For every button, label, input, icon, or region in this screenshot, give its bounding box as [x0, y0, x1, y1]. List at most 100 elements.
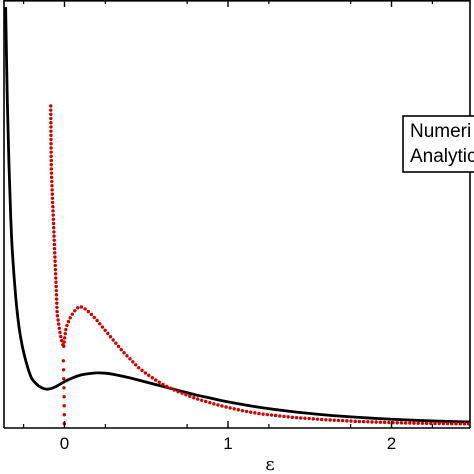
analytic-dot — [98, 322, 102, 326]
legend-entry-1: Analytic — [410, 146, 474, 167]
analytic-dot — [353, 419, 357, 424]
analytic-dot — [168, 386, 173, 390]
analytic-dot — [249, 410, 253, 414]
analytic-dot — [180, 391, 184, 395]
analytic-dot — [441, 421, 446, 426]
analytic-dot — [200, 398, 204, 402]
analytic-dot — [172, 388, 176, 392]
analytic-dot — [53, 272, 58, 276]
analytic-dot — [95, 318, 99, 323]
analytic-dot — [399, 421, 404, 425]
analytic-dot — [303, 416, 307, 420]
analytic-dot — [212, 402, 216, 406]
analytic-dot — [76, 306, 80, 310]
analytic-dot — [86, 309, 91, 314]
analytic-dot — [103, 328, 107, 332]
analytic-dot — [49, 158, 53, 163]
analytic-dot — [315, 417, 320, 421]
analytic-dot — [232, 407, 236, 411]
analytic-dot — [62, 395, 66, 399]
analytic-dot — [70, 312, 75, 316]
analytic-dot — [66, 319, 71, 324]
analytic-dot — [116, 344, 121, 349]
analytic-dot — [49, 171, 54, 175]
analytic-dot — [349, 419, 353, 423]
analytic-dot — [49, 146, 53, 150]
analytic-dot — [253, 411, 257, 415]
analytic-dot — [50, 184, 54, 188]
analytic-dot — [412, 421, 416, 425]
analytic-dot — [54, 293, 59, 297]
analytic-dot — [204, 399, 208, 404]
analytic-dot — [92, 315, 96, 320]
analytic-dot — [131, 360, 135, 364]
analytic-dot — [52, 225, 56, 230]
analytic-dot — [53, 259, 57, 263]
analytic-dot — [176, 389, 180, 394]
analytic-dot — [51, 217, 56, 221]
analytic-dot — [51, 205, 55, 209]
analytic-dot — [50, 188, 54, 192]
analytic-dot — [450, 422, 454, 426]
analytic-dot — [161, 382, 165, 387]
analytic-dot — [62, 377, 66, 381]
legend: Numeri Analytic — [402, 115, 474, 173]
analytic-dot — [429, 421, 433, 426]
legend-box — [402, 115, 474, 173]
plot-axes — [3, 0, 471, 429]
analytic-dot — [224, 405, 228, 409]
analytic-dot — [345, 419, 349, 423]
analytic-dot — [49, 108, 53, 112]
analytic-dot — [54, 280, 58, 284]
analytic-dot — [143, 371, 148, 375]
analytic-dot — [62, 386, 66, 390]
analytic-dot — [458, 422, 462, 426]
analytic-dot — [220, 404, 224, 408]
analytic-dot — [387, 420, 391, 425]
analytic-dot — [332, 418, 336, 422]
analytic-dot — [108, 335, 113, 339]
analytic-dot — [236, 408, 241, 412]
analytic-dot — [319, 417, 324, 422]
x-tick-label-0: 0 — [60, 434, 69, 453]
legend-entry-0: Numeri — [410, 121, 471, 142]
analytic-dot — [50, 192, 55, 196]
analytic-dot — [366, 420, 370, 424]
analytic-dot — [128, 357, 132, 361]
analytic-dot — [59, 334, 63, 339]
tick-layer: 0 1 2 — [23, 0, 433, 453]
series-analytical-dots-lower — [61, 359, 67, 426]
analytic-dot — [361, 419, 366, 424]
analytic-dot — [62, 340, 66, 344]
analytic-dot — [216, 403, 220, 407]
analytic-dot — [49, 133, 53, 138]
analytic-dot — [188, 394, 192, 398]
analytic-dot — [49, 175, 54, 180]
analytic-dot — [63, 332, 67, 336]
analytic-dot — [65, 323, 69, 328]
analytic-dot — [257, 411, 261, 416]
analytic-dot — [299, 416, 303, 420]
analytic-dot — [114, 341, 118, 345]
analytic-dot — [228, 406, 232, 410]
analytic-dot — [89, 312, 94, 317]
analytic-dot — [64, 327, 68, 332]
x-tick-label-2: 2 — [387, 434, 396, 453]
series-numerical-line — [4, 7, 471, 424]
analytic-dot — [56, 322, 61, 326]
analytic-dot — [61, 368, 66, 372]
analytic-dot — [437, 421, 441, 426]
analytic-dot — [52, 238, 56, 242]
analytic-dot — [55, 305, 59, 310]
series-analytical-dots — [49, 104, 471, 426]
analytic-dot — [51, 221, 56, 226]
analytic-dot — [192, 396, 196, 400]
analytic-dot — [122, 351, 126, 355]
analytic-dot — [433, 421, 437, 426]
analytic-dot — [370, 420, 374, 424]
analytic-dot — [445, 421, 450, 426]
analytic-dot — [119, 347, 123, 352]
analytic-dot — [54, 276, 58, 280]
analytic-dot — [49, 112, 53, 117]
analytic-dot — [164, 384, 169, 389]
